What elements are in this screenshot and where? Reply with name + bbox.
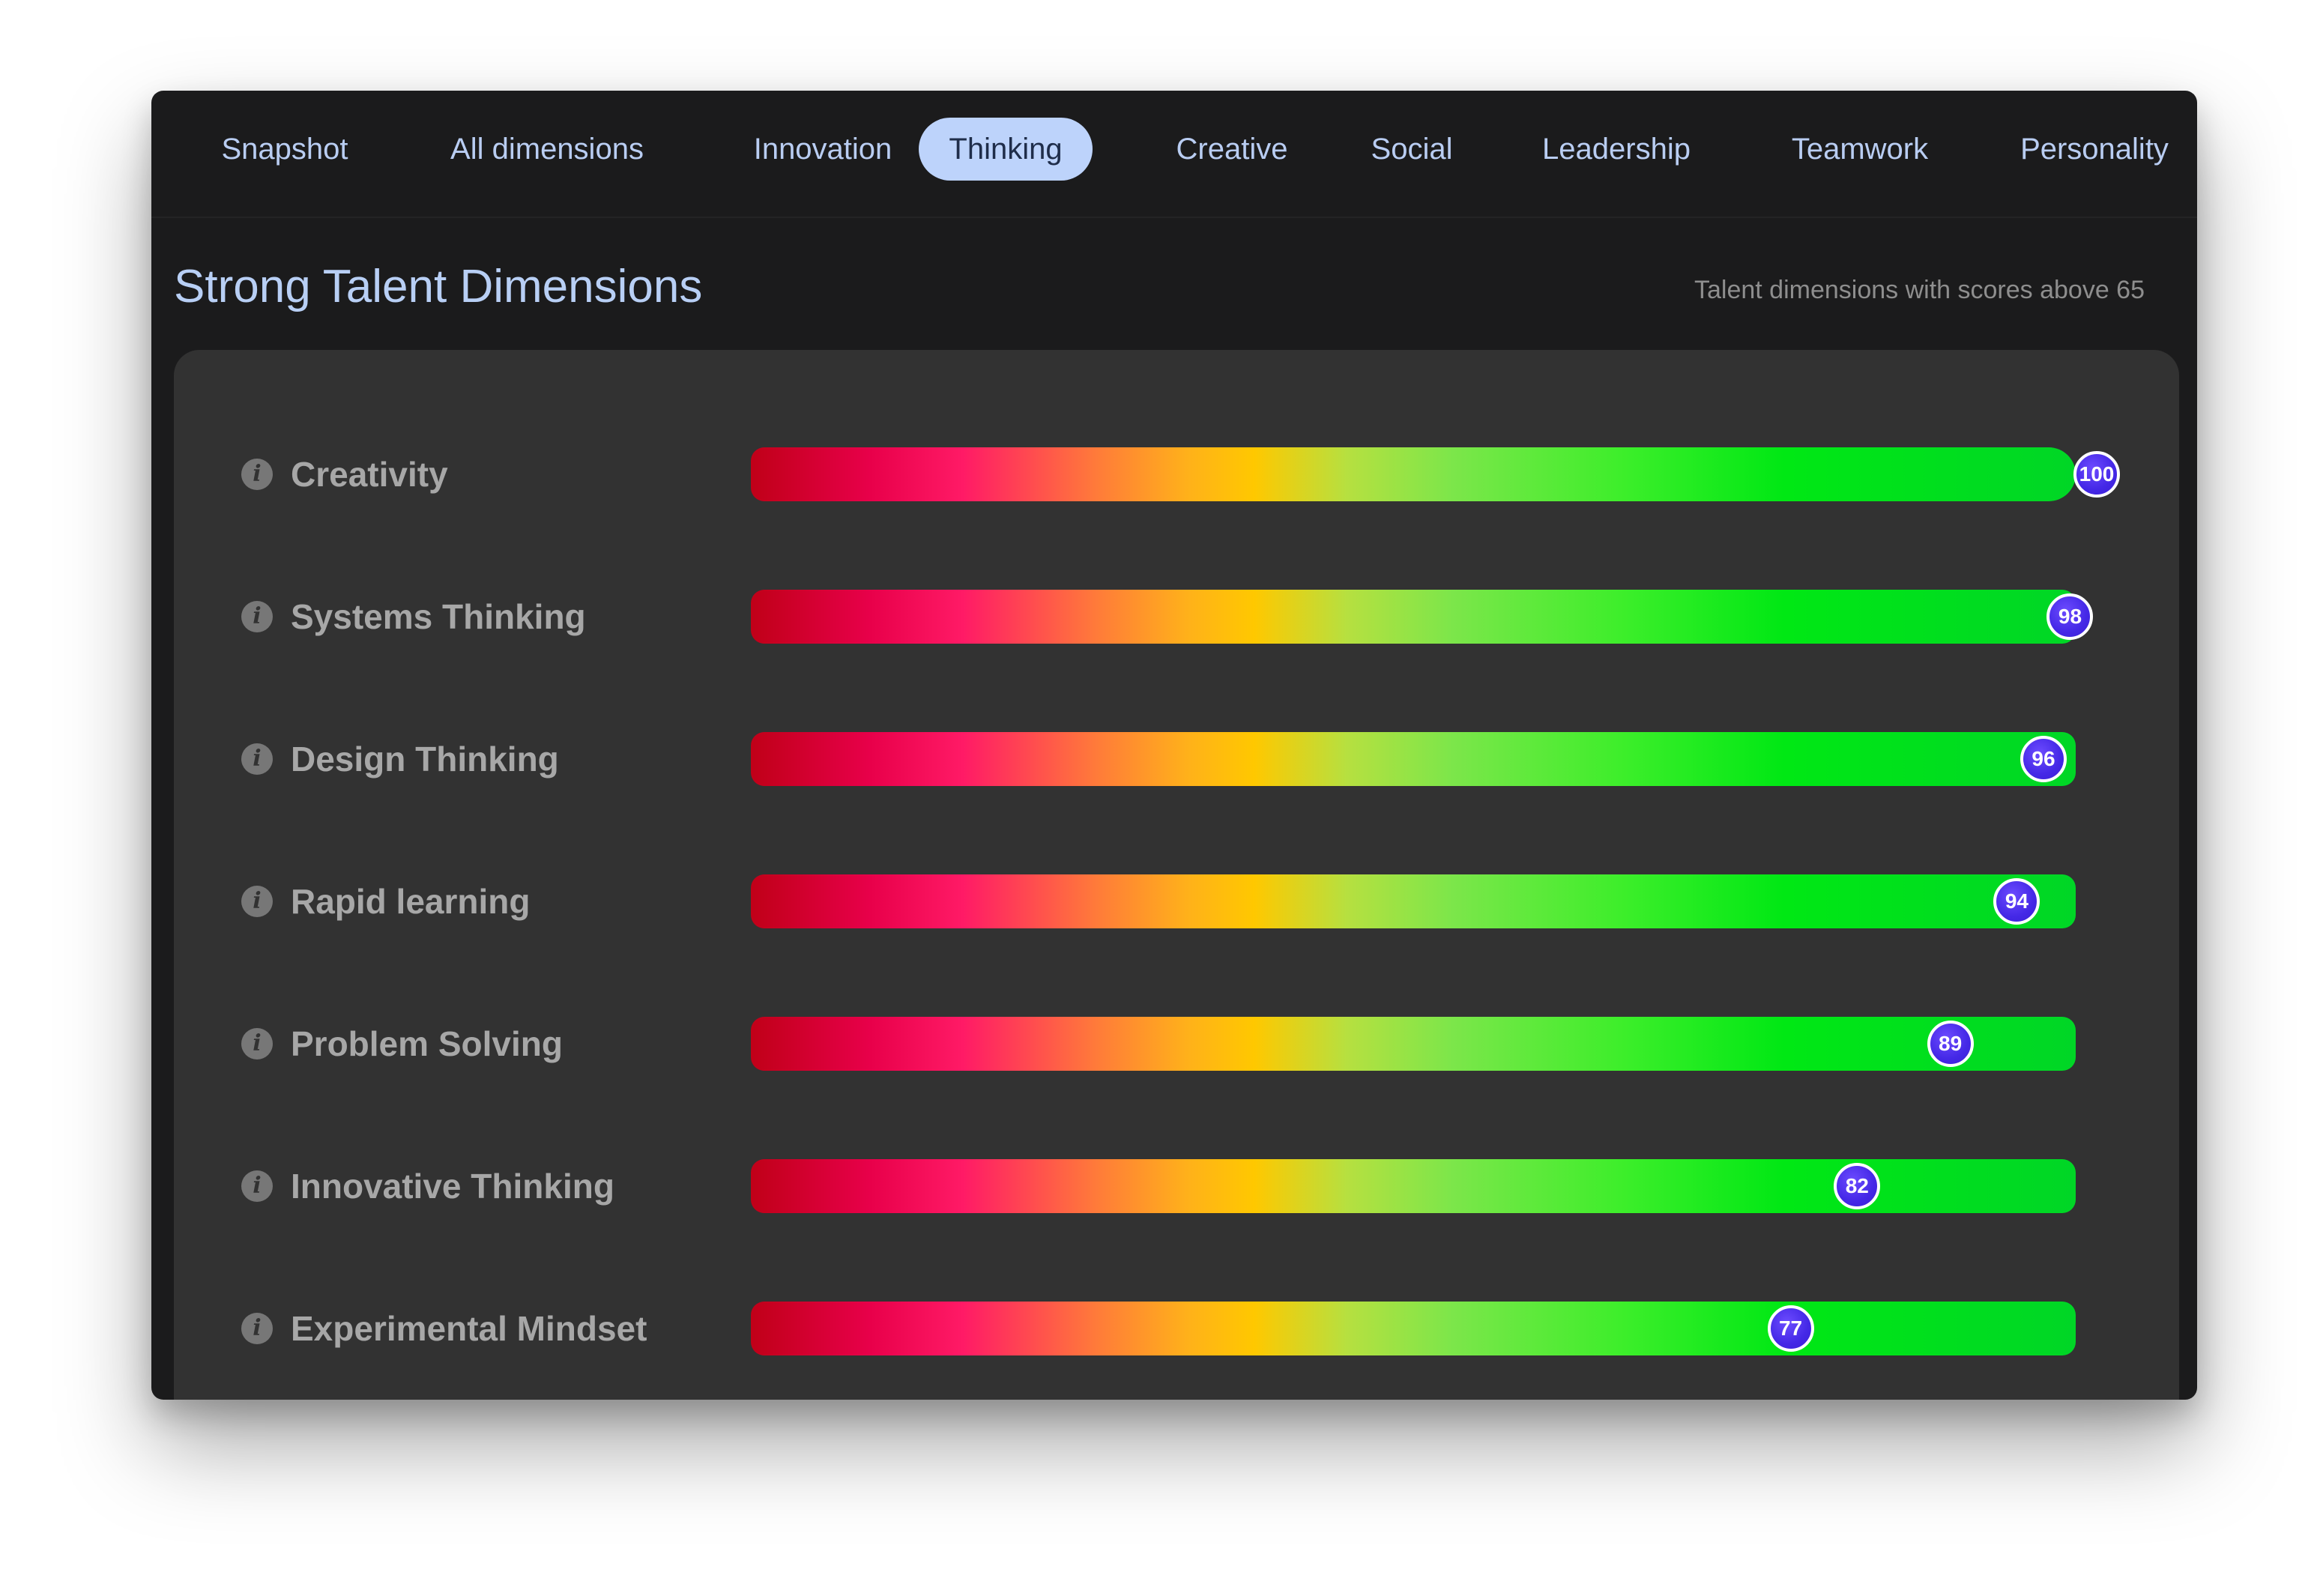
score-bar [751,732,2076,786]
score-bar [751,1017,2076,1071]
dimension-row-systems-thinking: i Systems Thinking 98 [174,579,2179,654]
info-icon[interactable]: i [241,743,273,775]
tab-bar: Snapshot All dimensions Innovation Think… [151,91,2197,218]
score-bar [751,447,2076,501]
info-icon[interactable]: i [241,1028,273,1060]
dimensions-panel: i Creativity 100 i Systems Thinking 98 i… [174,350,2179,1400]
tab-social[interactable]: Social [1371,133,1453,166]
section-subtitle: Talent dimensions with scores above 65 [1694,276,2145,304]
dimension-label: Design Thinking [291,740,559,779]
score-marker[interactable]: 77 [1767,1305,1814,1352]
dimension-label: Rapid learning [291,882,531,921]
dimension-label: Experimental Mindset [291,1309,647,1348]
score-marker[interactable]: 96 [2020,736,2067,782]
score-bar [751,874,2076,928]
section-title: Strong Talent Dimensions [174,261,703,312]
info-icon[interactable]: i [241,1313,273,1344]
tab-teamwork[interactable]: Teamwork [1791,133,1929,166]
tab-personality[interactable]: Personality [2020,133,2169,166]
tab-leadership[interactable]: Leadership [1542,133,1691,166]
dimension-label: Creativity [291,455,448,494]
tab-innovation[interactable]: Innovation [753,133,892,166]
score-marker[interactable]: 89 [1927,1021,1974,1067]
tab-snapshot[interactable]: Snapshot [221,133,348,166]
tab-all-dimensions[interactable]: All dimensions [450,133,644,166]
score-bar [751,590,2076,644]
info-icon[interactable]: i [241,1170,273,1202]
dimension-row-innovative-thinking: i Innovative Thinking 82 [174,1149,2179,1224]
dimension-label: Problem Solving [291,1024,563,1063]
tab-thinking[interactable]: Thinking [919,118,1093,181]
tab-creative[interactable]: Creative [1176,133,1288,166]
score-marker[interactable]: 94 [1993,878,2040,925]
dimension-row-experimental-mindset: i Experimental Mindset 77 [174,1291,2179,1366]
info-icon[interactable]: i [241,459,273,490]
score-marker[interactable]: 98 [2046,593,2094,640]
dimension-row-problem-solving: i Problem Solving 89 [174,1006,2179,1081]
info-icon[interactable]: i [241,601,273,632]
app-window: Snapshot All dimensions Innovation Think… [151,91,2197,1400]
dimension-row-creativity: i Creativity 100 [174,437,2179,512]
dimension-row-design-thinking: i Design Thinking 96 [174,722,2179,797]
dimension-label: Innovative Thinking [291,1167,614,1206]
dimension-row-rapid-learning: i Rapid learning 94 [174,864,2179,939]
score-bar [751,1302,2076,1355]
info-icon[interactable]: i [241,886,273,917]
score-marker[interactable]: 82 [1834,1163,1881,1209]
score-marker[interactable]: 100 [2073,451,2120,498]
dimension-label: Systems Thinking [291,597,586,636]
